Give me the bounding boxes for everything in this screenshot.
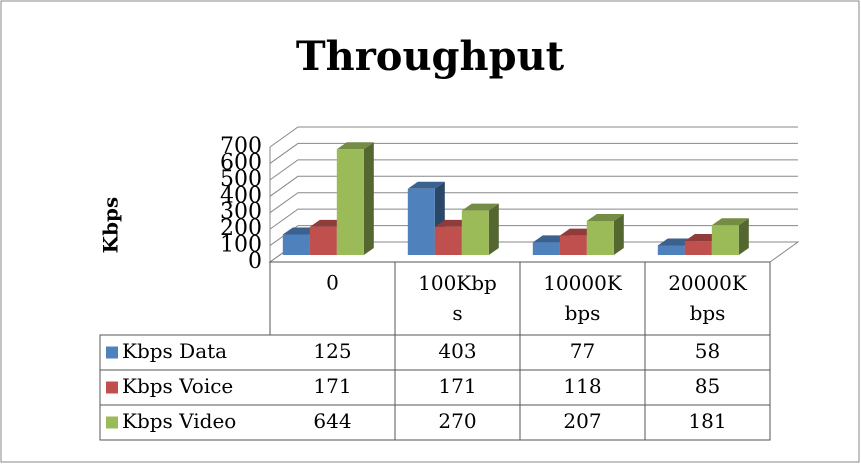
y-tick-label: 300 [220, 200, 262, 225]
bar-front [282, 234, 310, 255]
bar-front [309, 226, 337, 255]
legend-label: Kbps Voice [122, 374, 233, 398]
bar [461, 203, 499, 255]
y-tick-label: 0 [248, 249, 262, 274]
bar-top [407, 181, 445, 189]
bar-top [586, 213, 624, 221]
legend-swatch [106, 346, 118, 359]
table-value: 171 [438, 374, 476, 398]
bar [336, 142, 374, 255]
y-tick-label: 600 [220, 150, 262, 175]
table-value: 58 [695, 339, 720, 363]
bar-front [711, 225, 739, 255]
bar-side [738, 218, 749, 255]
legend-swatch [106, 416, 118, 429]
bar-front [336, 149, 364, 255]
bar-top [711, 218, 749, 226]
bar-front [407, 188, 435, 255]
y-tick-label: 100 [220, 233, 262, 258]
grid-line [269, 159, 798, 181]
legend-label: Kbps Data [122, 339, 227, 363]
chart-title: Throughput [296, 33, 565, 80]
bar-side [488, 203, 499, 255]
y-tick-label: 400 [220, 183, 262, 208]
x-tick-label: 20000K bps [668, 271, 748, 325]
table-value: 270 [438, 409, 476, 433]
bar-side [613, 213, 624, 255]
bar-front [559, 235, 587, 255]
grid-line [269, 126, 798, 148]
x-tick-label: 10000K bps [543, 271, 623, 325]
y-tick-label: 700 [220, 134, 262, 159]
table-value: 118 [563, 374, 601, 398]
table-value: 403 [438, 339, 476, 363]
table-row [99, 404, 771, 441]
bar-front [684, 241, 712, 255]
table-value: 125 [313, 339, 351, 363]
grid-line [269, 225, 798, 246]
bar-front [532, 242, 560, 255]
y-tick-label: 500 [220, 167, 262, 192]
y-tick-label: 200 [220, 216, 262, 241]
grid-line [269, 175, 798, 197]
table-value: 207 [563, 409, 601, 433]
bar [711, 218, 749, 255]
table-value: 85 [695, 374, 720, 398]
bar-side [363, 142, 374, 255]
bar-front [461, 210, 489, 255]
bar-front [657, 245, 685, 255]
bar-top [336, 142, 374, 150]
grid-line [269, 192, 798, 214]
grid-line [269, 208, 798, 230]
legend-swatch [106, 381, 118, 394]
table-value: 644 [313, 409, 351, 433]
legend-label: Kbps Video [122, 409, 236, 433]
y-axis-label: Kbps [99, 197, 123, 254]
bar-top [461, 203, 499, 211]
bar [586, 213, 624, 255]
bar-front [434, 226, 462, 255]
table-value: 171 [313, 374, 351, 398]
x-tick-label: 100Kbp s [418, 271, 497, 325]
grid-line [269, 142, 798, 164]
bar-front [586, 220, 614, 255]
table-value: 181 [688, 409, 726, 433]
table-value: 77 [570, 339, 595, 363]
x-tick-label: 0 [326, 271, 339, 295]
